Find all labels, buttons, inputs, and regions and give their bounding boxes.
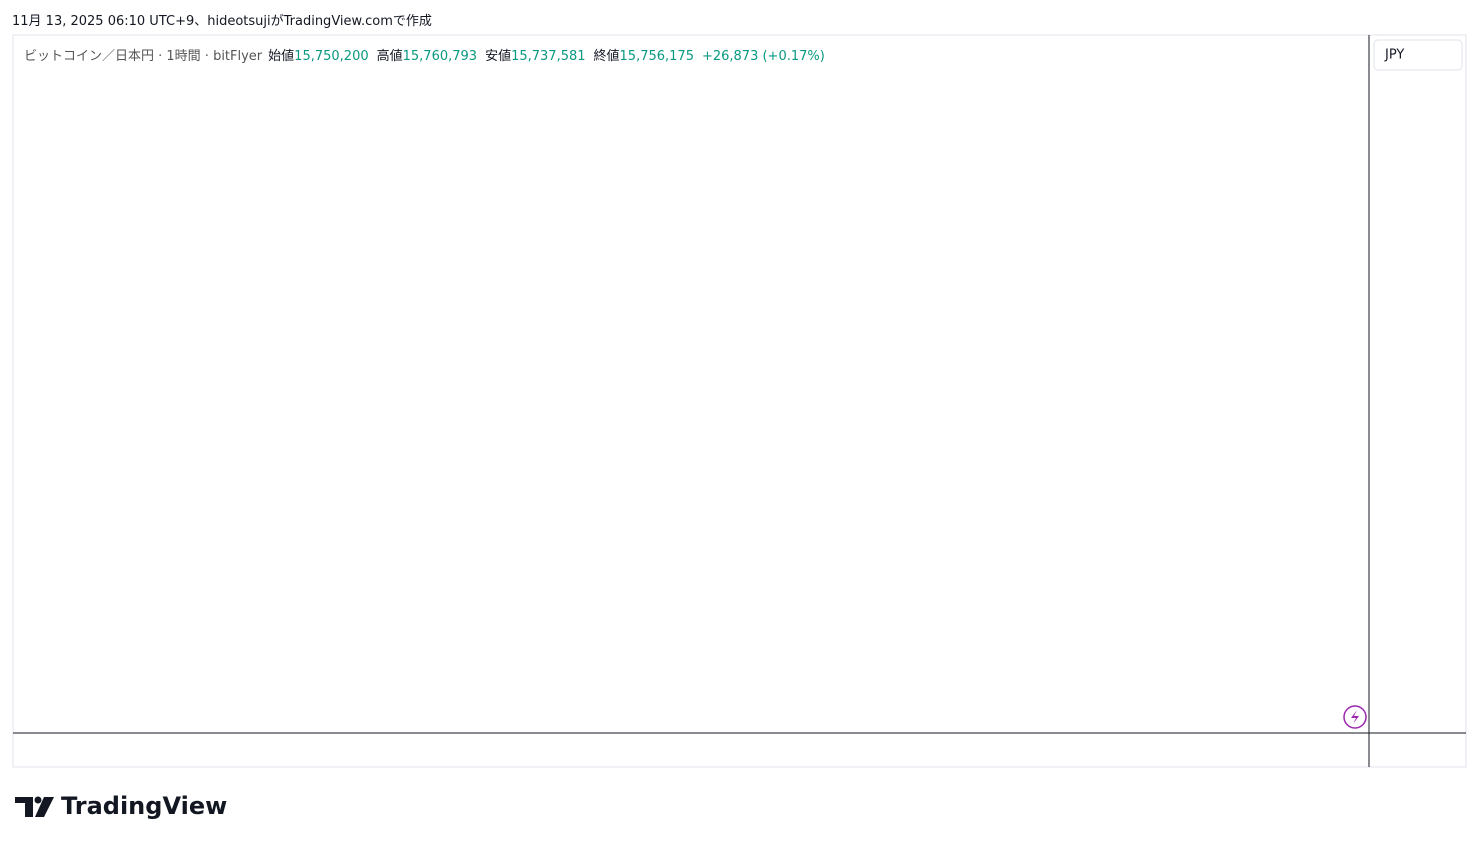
brand: TradingView [61,792,227,820]
alert-bolt [1351,710,1359,724]
currency-button[interactable] [1373,39,1463,71]
logo-mark [35,797,54,817]
high-label: 高値 [376,49,403,64]
logo-dot [34,796,42,804]
low-label: 安値 [485,49,512,64]
chart-frame [12,34,1467,768]
close-value: 15,756,175 [619,49,694,64]
logo-mark [15,797,33,817]
open-label: 始値 [268,49,295,64]
legend: ビットコイン／日本円 · 1時間 · bitFlyer 始値15,750,200 高… [24,45,833,64]
brand-logo [15,796,54,817]
high-value: 15,760,793 [402,49,478,64]
symbol: ビットコイン／日本円 · 1時間 · bitFlyer [24,49,263,64]
caption: 11月 13, 2025 06:10 UTC+9、hideotsujiがTrad… [12,14,432,29]
low-value: 15,737,581 [511,49,586,64]
currency: JPY [1384,48,1404,63]
change: +26,873 (+0.17%) [701,49,825,64]
close-label: 終値 [593,49,620,64]
open-value: 15,750,200 [294,49,369,64]
